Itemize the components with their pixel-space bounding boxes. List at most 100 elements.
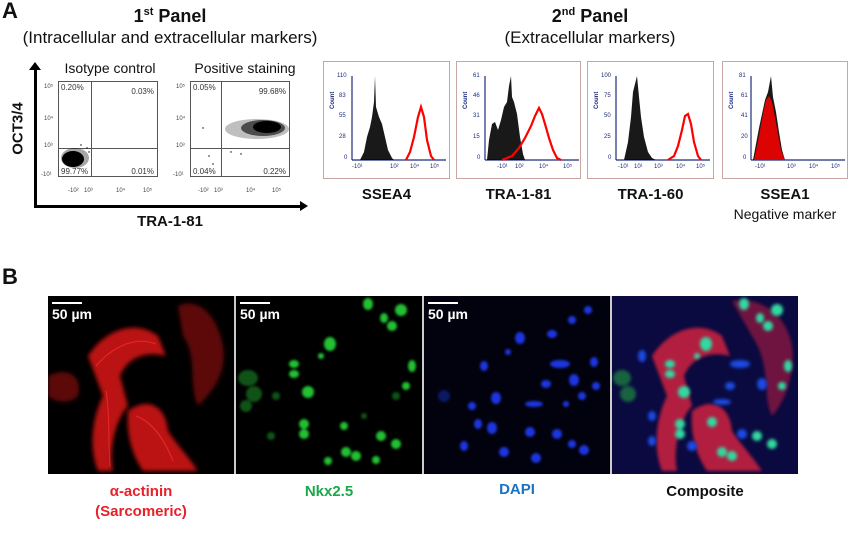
xtick: 10³ bbox=[214, 188, 223, 194]
dotplot-isotype: 0.20% 0.03% 99.77% 0.01% bbox=[58, 81, 158, 177]
histogram-label-tra160: TRA-1-60 bbox=[617, 186, 684, 203]
ytick: 10⁵ bbox=[176, 84, 186, 90]
xtick: 10³ bbox=[654, 164, 663, 170]
xtick: 10⁴ bbox=[809, 164, 819, 170]
micrograph-composite bbox=[612, 296, 798, 474]
quadrant-ur: 99.68% bbox=[258, 87, 286, 96]
histogram-note-negative-marker: Negative marker bbox=[733, 206, 837, 222]
xtick: -10¹ bbox=[352, 164, 363, 170]
scale-bar-label: 50 µm bbox=[428, 306, 468, 322]
panel2-title-sup: nd bbox=[561, 6, 576, 18]
xtick: -10² bbox=[198, 188, 209, 194]
histogram-ssea4: Count 110 83 55 28 0 -10¹ 10² 10⁴ 10⁵ bbox=[323, 61, 450, 179]
xtick: 10⁴ bbox=[410, 164, 420, 170]
dot-cluster-negative bbox=[61, 144, 90, 168]
quadrant-ul: 0.05% bbox=[193, 83, 216, 92]
xtick: 10² bbox=[515, 164, 524, 170]
panel1-title-text: Panel bbox=[153, 6, 207, 26]
panel2-title-number: 2 bbox=[551, 6, 562, 26]
xtick: 10⁵ bbox=[696, 164, 706, 170]
quadrant-lr: 0.22% bbox=[263, 167, 286, 176]
panel1-title: 1st Panel bbox=[0, 6, 340, 27]
ytick: 10⁴ bbox=[176, 116, 186, 122]
xtick: 10⁵ bbox=[831, 164, 841, 170]
y-axis-label-oct34: OCT3/4 bbox=[9, 102, 27, 155]
ytick: 81 bbox=[739, 73, 746, 79]
ytick: 0 bbox=[608, 155, 612, 161]
panel2-title: 2nd Panel bbox=[340, 6, 840, 27]
dot-cluster-positive bbox=[202, 119, 289, 165]
xtick: 10⁴ bbox=[676, 164, 686, 170]
quadrant-ur: 0.03% bbox=[131, 87, 154, 96]
xtick: 10⁴ bbox=[539, 164, 549, 170]
caption-line: (Sarcomeric) bbox=[95, 503, 187, 520]
ytick: -10¹ bbox=[41, 172, 52, 178]
xtick: 10³ bbox=[787, 164, 796, 170]
ytick: 75 bbox=[604, 93, 611, 99]
composite-fluorescence-image bbox=[613, 298, 793, 471]
svg-text:Count: Count bbox=[463, 92, 469, 109]
ytick: 31 bbox=[473, 113, 480, 119]
ytick: 10³ bbox=[176, 143, 185, 149]
xtick: -10¹ bbox=[755, 164, 766, 170]
ytick: 0 bbox=[477, 155, 481, 161]
histogram-plot: Count bbox=[729, 76, 845, 161]
scale-bar-label: 50 µm bbox=[52, 306, 92, 322]
histogram-tra181: Count 61 46 31 15 0 -10¹ 10² 10⁴ 10⁵ bbox=[456, 61, 581, 179]
panel1-title-number: 1 bbox=[133, 6, 144, 26]
ytick: 83 bbox=[339, 93, 346, 99]
scale-bar bbox=[240, 302, 270, 304]
ytick: 20 bbox=[741, 134, 748, 140]
quadrant-gate-horizontal bbox=[59, 148, 157, 149]
caption-line: α-actinin bbox=[109, 483, 173, 500]
quadrant-gate-horizontal bbox=[191, 148, 289, 149]
xtick: -10¹ bbox=[497, 164, 508, 170]
micrograph-alpha-actinin: 50 µm bbox=[48, 296, 234, 474]
caption-dapi: DAPI bbox=[499, 481, 535, 498]
ytick: 0 bbox=[743, 155, 747, 161]
caption-alpha-actinin: α-actinin (Sarcomeric) bbox=[48, 482, 234, 522]
histogram-label-tra181: TRA-1-81 bbox=[485, 186, 552, 203]
panel2-subtitle: (Extracellular markers) bbox=[504, 28, 676, 47]
caption-nkx25: Nkx2.5 bbox=[304, 483, 354, 500]
histogram-ssea1: Count 81 61 41 20 0 -10¹ 10³ 10⁴ 10⁵ bbox=[722, 61, 848, 179]
xtick: 10⁵ bbox=[143, 188, 153, 194]
histogram-label-ssea4: SSEA4 bbox=[361, 186, 412, 203]
y-axis-arrowhead-icon bbox=[29, 62, 41, 70]
ytick: 10³ bbox=[44, 143, 53, 149]
quadrant-gate-vertical bbox=[221, 82, 222, 176]
micrograph-nkx25: 50 µm bbox=[236, 296, 422, 474]
ytick: 55 bbox=[339, 113, 346, 119]
quadrant-gate-vertical bbox=[91, 82, 92, 176]
ytick: 28 bbox=[339, 134, 346, 140]
xtick: 10⁵ bbox=[272, 188, 282, 194]
panel-b-letter: B bbox=[2, 264, 18, 289]
ytick: 25 bbox=[604, 134, 611, 140]
panel1-subtitle: (Intracellular and extracellular markers… bbox=[22, 28, 318, 47]
ytick: 41 bbox=[741, 113, 748, 119]
micrograph-strip: 50 µm 50 µ bbox=[48, 296, 798, 474]
caption-composite: Composite bbox=[666, 483, 744, 500]
quadrant-ll: 99.77% bbox=[61, 167, 89, 176]
blue-fluorescence-image bbox=[438, 306, 600, 463]
dotplot-positive: 0.05% 99.68% 0.04% 0.22% bbox=[190, 81, 290, 177]
histogram-plot: Count bbox=[330, 76, 446, 161]
ytick: 50 bbox=[604, 113, 611, 119]
xtick: 10³ bbox=[84, 188, 93, 194]
xtick: 10⁴ bbox=[116, 188, 126, 194]
xtick: 10¹ bbox=[634, 164, 643, 170]
svg-text:Count: Count bbox=[330, 92, 336, 109]
x-axis-arrowhead-icon bbox=[300, 201, 308, 211]
histogram-plot: Count bbox=[463, 76, 579, 162]
quadrant-ll: 0.04% bbox=[193, 167, 216, 176]
ytick: -10¹ bbox=[173, 172, 184, 178]
scale-bar bbox=[428, 302, 458, 304]
xtick: 10⁴ bbox=[246, 188, 256, 194]
y-axis-arrow bbox=[34, 68, 37, 208]
ytick: 10⁵ bbox=[44, 84, 54, 90]
dotplot-title-isotype: Isotype control bbox=[64, 60, 156, 76]
scale-bar-label: 50 µm bbox=[240, 306, 280, 322]
ytick: 0 bbox=[344, 155, 348, 161]
ytick: 110 bbox=[337, 73, 347, 79]
ytick: 15 bbox=[473, 134, 480, 140]
